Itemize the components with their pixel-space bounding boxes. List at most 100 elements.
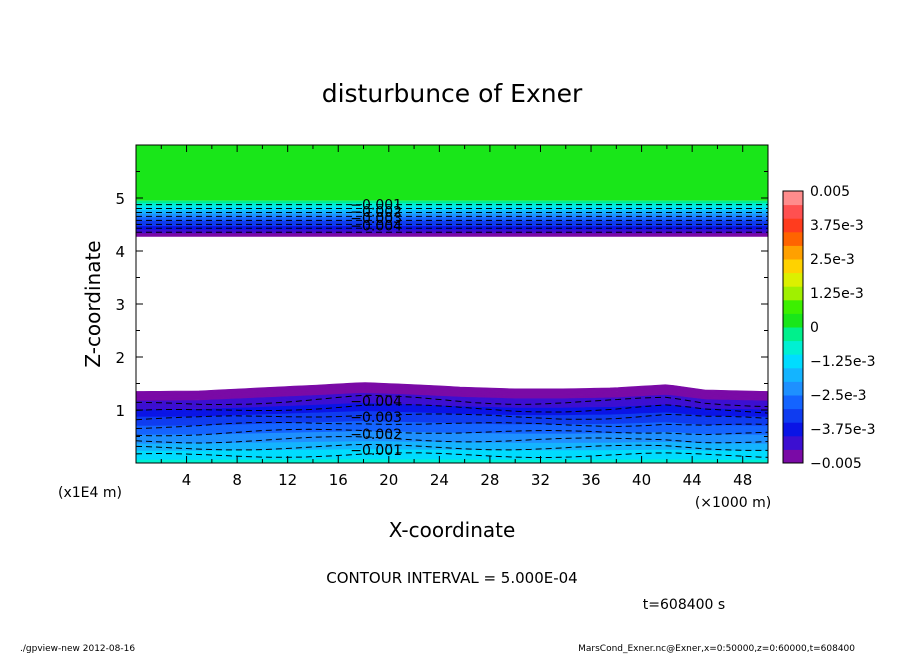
colorbar-cell xyxy=(783,408,803,423)
contour-label: −0.004 xyxy=(350,219,402,235)
lower-layer-band xyxy=(136,382,768,394)
y-axis: 1 2 3 4 5 Z-coordinate (x1E4 m) xyxy=(58,190,125,501)
contour-label: −0.001 xyxy=(350,443,402,459)
upper-layer-band xyxy=(136,213,768,216)
x-axis-label: X-coordinate xyxy=(389,518,516,542)
y-tick-label: 3 xyxy=(115,296,125,314)
y-axis-unit: (x1E4 m) xyxy=(58,485,122,501)
x-tick-label: 36 xyxy=(581,471,600,489)
colorbar-label: −0.005 xyxy=(810,456,862,472)
time-stamp: t=608400 s xyxy=(643,597,725,613)
contour-label: −0.003 xyxy=(350,410,402,426)
x-tick-label: 40 xyxy=(632,471,651,489)
colorbar-cell xyxy=(783,435,803,450)
contour-labels: −0.001−0.002−0.003−0.004−0.001−0.002−0.0… xyxy=(350,197,402,458)
x-tick-label: 32 xyxy=(531,471,550,489)
colorbar-label: −2.5e-3 xyxy=(810,388,867,404)
footer-right: MarsCond_Exner.nc@Exner,x=0:50000,z=0:60… xyxy=(578,644,855,654)
colorbar-labels: 0.005 3.75e-3 2.5e-3 1.25e-3 0 −1.25e-3 −2.5e-… xyxy=(810,184,875,472)
lower-contour-line xyxy=(136,413,768,421)
x-tick-label: 8 xyxy=(232,471,242,489)
lower-contour-line xyxy=(136,428,768,437)
contour-label: −0.002 xyxy=(350,204,402,220)
plot-area xyxy=(136,145,768,463)
upper-layer-band xyxy=(136,218,768,221)
colorbar: 0.005 3.75e-3 2.5e-3 1.25e-3 0 −1.25e-3 −2.5e-… xyxy=(782,184,875,472)
lower-contour-line xyxy=(136,404,768,414)
x-tick-label: 44 xyxy=(683,471,702,489)
colorbar-cells xyxy=(783,191,803,464)
contour-label: −0.001 xyxy=(350,197,402,213)
colorbar-cell xyxy=(783,395,803,410)
upper-layer-fill xyxy=(136,145,768,237)
contour-lines xyxy=(136,204,768,458)
colorbar-cell xyxy=(783,204,803,219)
colorbar-label: −3.75e-3 xyxy=(810,422,875,438)
footer-left: ./gpview-new 2012-08-16 xyxy=(20,644,135,654)
lower-contour-line xyxy=(136,421,768,429)
y-axis-label: Z-coordinate xyxy=(81,240,105,367)
x-tick-labels: 4 8 12 16 20 24 28 32 36 40 44 48 xyxy=(182,471,752,489)
upper-layer-band xyxy=(136,223,768,227)
colorbar-frame xyxy=(782,190,804,464)
colorbar-cell xyxy=(783,245,803,260)
y-tick-labels: 1 2 3 4 5 xyxy=(115,190,125,420)
y-tick-label: 4 xyxy=(115,243,125,261)
upper-layer-band xyxy=(136,234,768,237)
colorbar-cell xyxy=(783,218,803,233)
colorbar-cell xyxy=(783,299,803,314)
upper-layer-band xyxy=(136,209,768,212)
x-tick-label: 16 xyxy=(329,471,348,489)
colorbar-cell xyxy=(783,381,803,396)
lower-contour-line xyxy=(136,436,768,444)
colorbar-label: 0 xyxy=(810,320,819,336)
y-tick-label: 1 xyxy=(115,402,125,420)
upper-layer-band xyxy=(136,221,768,225)
contour-label: −0.004 xyxy=(350,394,402,410)
contour-label: −0.003 xyxy=(350,211,402,227)
lower-layer-fill xyxy=(136,382,768,463)
upper-layer-band xyxy=(136,220,768,223)
upper-zero-region xyxy=(136,145,768,201)
colorbar-label: 3.75e-3 xyxy=(810,218,864,234)
colorbar-cell xyxy=(783,354,803,369)
x-tick-label: 4 xyxy=(182,471,192,489)
colorbar-cell xyxy=(783,422,803,437)
axis-ticks xyxy=(136,145,768,463)
upper-layer-band xyxy=(136,202,768,205)
colorbar-cell xyxy=(783,231,803,246)
x-axis: 4 8 12 16 20 24 28 32 36 40 44 48 X-coordinate (×10… xyxy=(182,471,771,542)
x-tick-label: 48 xyxy=(733,471,752,489)
chart-title: disturbunce of Exner xyxy=(322,79,583,108)
lower-contour-line xyxy=(136,444,768,451)
upper-layer-band xyxy=(136,216,768,220)
colorbar-label: −1.25e-3 xyxy=(810,354,875,370)
y-tick-label: 2 xyxy=(115,349,125,367)
upper-layer-band xyxy=(136,204,768,207)
upper-layer-band xyxy=(136,200,768,204)
x-tick-label: 28 xyxy=(480,471,499,489)
colorbar-cell xyxy=(783,272,803,287)
colorbar-cell xyxy=(783,259,803,274)
contour-interval-note: CONTOUR INTERVAL = 5.000E-04 xyxy=(326,569,577,587)
colorbar-label: 2.5e-3 xyxy=(810,252,855,268)
colorbar-cell xyxy=(783,191,803,206)
colorbar-cell xyxy=(783,313,803,328)
colorbar-label: 0.005 xyxy=(810,184,850,200)
colorbar-cell xyxy=(783,340,803,355)
colorbar-cell xyxy=(783,327,803,342)
upper-layer-band xyxy=(136,225,768,228)
upper-layer-band xyxy=(136,205,768,209)
colorbar-cell xyxy=(783,449,803,464)
y-tick-label: 5 xyxy=(115,190,125,208)
upper-layer-band xyxy=(136,229,768,232)
contour-label: −0.002 xyxy=(350,427,402,443)
colorbar-cell xyxy=(783,286,803,301)
x-tick-label: 20 xyxy=(379,471,398,489)
lower-contour-line xyxy=(136,452,768,458)
colorbar-cell xyxy=(783,367,803,382)
colorbar-label: 1.25e-3 xyxy=(810,286,864,302)
upper-layer-band xyxy=(136,232,768,235)
x-tick-label: 24 xyxy=(430,471,449,489)
